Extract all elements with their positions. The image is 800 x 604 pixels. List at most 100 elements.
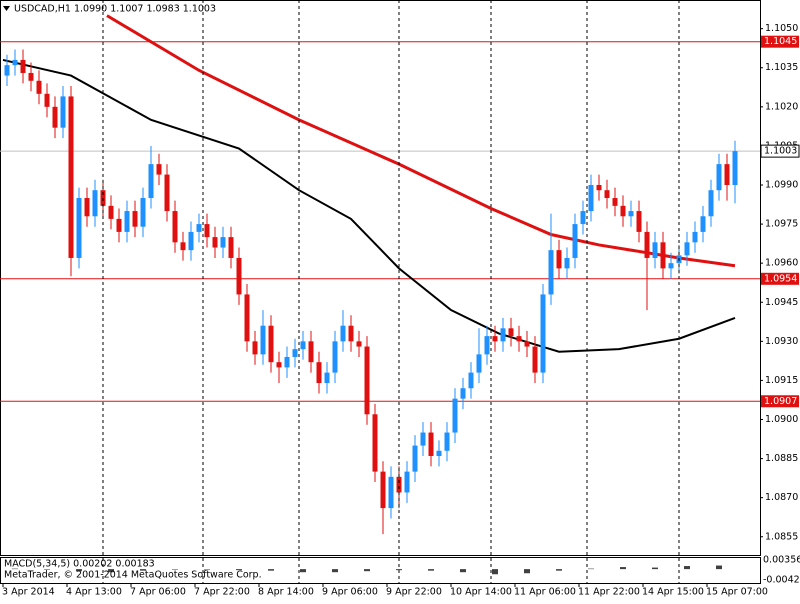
x-tick-label: 8 Apr 14:00 [258, 587, 314, 598]
y-tick-label: 1.0900 [765, 414, 798, 425]
x-tick-label: 7 Apr 22:00 [194, 587, 250, 598]
candle-body [196, 224, 202, 232]
indicator-tick-label: -0.00424 [763, 575, 800, 586]
macd-bar [684, 566, 690, 570]
candle-body [540, 294, 546, 373]
level-label: 1.0907 [764, 396, 797, 407]
macd-bar [44, 569, 50, 570]
candle-body [260, 325, 266, 355]
candle-body [468, 372, 474, 389]
candle-body [92, 190, 98, 217]
candle-body [684, 242, 690, 256]
candle-body [532, 346, 538, 373]
macd-bar [108, 569, 114, 573]
candle-body [108, 205, 114, 219]
candle-body [420, 432, 426, 446]
candle-body [148, 164, 154, 199]
macd-bar [300, 569, 306, 573]
level-box [761, 395, 799, 408]
candle-body [300, 341, 306, 350]
candle-body [44, 93, 50, 107]
candle-body [492, 336, 498, 342]
candle-body [412, 445, 418, 472]
macd-bar [588, 568, 594, 570]
candle-body [84, 198, 90, 217]
candle-body [556, 250, 562, 269]
moving-average [106, 14, 736, 268]
candle-body [164, 174, 170, 212]
macd-bar [140, 569, 146, 571]
candle-body [380, 471, 386, 509]
indicator-tick-label: 0.00356 [763, 555, 800, 566]
y-tick-label: 1.0990 [765, 180, 798, 191]
macd-bar [204, 569, 210, 570]
macd-bar [652, 567, 658, 570]
candle-body [284, 356, 290, 368]
candle-body [476, 354, 482, 373]
candle-body [20, 59, 26, 73]
candle-body [628, 211, 634, 217]
macd-bar [396, 569, 402, 571]
candle-body [12, 59, 18, 66]
candle-body [396, 476, 402, 493]
candle-body [612, 198, 618, 206]
macd-bar [236, 569, 242, 571]
macd-bar [524, 569, 530, 574]
candle-body [28, 72, 34, 81]
candle-body [252, 341, 258, 355]
y-tick-label: 1.1035 [765, 62, 798, 73]
level-label: 1.1045 [764, 36, 797, 47]
candle-body [188, 231, 194, 251]
y-tick-label: 1.0975 [765, 219, 798, 230]
chart-title: USDCAD,H1 1.0990 1.1007 1.0983 1.1003 [14, 4, 216, 15]
menu-arrow[interactable] [3, 6, 10, 11]
candle-body [228, 237, 234, 258]
candle-body [500, 328, 506, 342]
candle-body [700, 216, 706, 232]
candle-body [604, 190, 610, 199]
candle-body [564, 257, 570, 269]
candle-body [276, 362, 282, 368]
candle-body [236, 257, 242, 295]
candle-body [452, 398, 458, 433]
candle-body [124, 211, 130, 232]
y-tick-label: 1.0960 [765, 258, 798, 269]
plot-area [0, 14, 760, 535]
candle-body [580, 211, 586, 225]
y-tick-label: 1.1050 [765, 23, 798, 34]
x-tick-label: 4 Apr 13:00 [66, 587, 122, 598]
current-price-box [760, 144, 800, 158]
candle-body [428, 432, 434, 456]
candle-body [324, 372, 330, 384]
y-tick-label: 1.0885 [765, 453, 798, 464]
macd-bar [364, 569, 370, 572]
candle-body [140, 198, 146, 227]
candle-body [660, 242, 666, 269]
candle-body [172, 211, 178, 243]
y-tick-label: 1.0915 [765, 375, 798, 386]
candle-body [316, 362, 322, 384]
candle-body [724, 164, 730, 185]
candle-body [52, 106, 58, 128]
x-tick-label: 3 Apr 2014 [2, 587, 55, 598]
macd-bar [172, 569, 178, 570]
y-tick-label: 1.0855 [765, 531, 798, 542]
candle-body [332, 341, 338, 373]
x-tick-label: 11 Apr 22:00 [578, 587, 640, 598]
candle-body [572, 224, 578, 258]
candle-body [132, 211, 138, 227]
candle-body [364, 346, 370, 415]
y-tick-label: 1.1020 [765, 101, 798, 112]
macd-bar [556, 569, 562, 571]
x-tick-label: 11 Apr 06:00 [514, 587, 576, 598]
macd-bar [428, 569, 434, 571]
candle-body [716, 164, 722, 191]
macd-bar [76, 569, 82, 572]
macd-bar [492, 569, 498, 575]
candle-body [68, 96, 74, 258]
candle-body [76, 198, 82, 258]
candle-body [156, 164, 162, 175]
